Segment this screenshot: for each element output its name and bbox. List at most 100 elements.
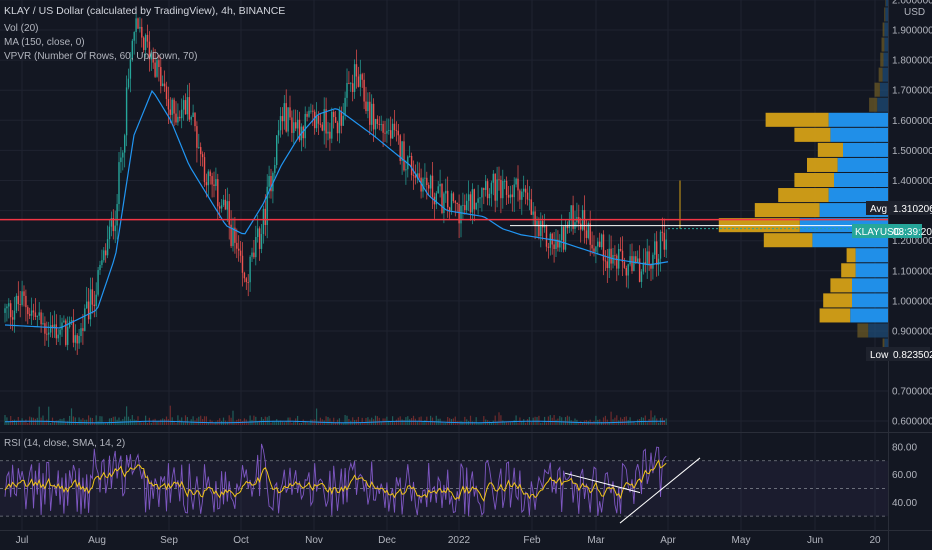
candle-body: [173, 99, 175, 114]
candle-body: [287, 107, 289, 132]
candle-body: [53, 324, 56, 328]
current-symbol: KLAYUSD: [855, 227, 901, 238]
vpvr-down-bar: [884, 338, 888, 353]
candle-body: [464, 205, 466, 211]
volume-bar: [308, 422, 310, 425]
volume-bar: [124, 416, 126, 425]
volume-bar: [127, 416, 130, 425]
candle-body: [38, 312, 40, 316]
candle-body: [562, 226, 565, 250]
candle-body: [42, 323, 44, 325]
volume-bar: [555, 419, 557, 425]
vpvr-indicator-label[interactable]: VPVR (Number Of Rows, 60, Up/Down, 70): [4, 51, 197, 62]
candle-body: [361, 74, 363, 80]
candle-body: [238, 248, 240, 251]
candle-body: [27, 307, 29, 315]
volume-bar: [278, 421, 280, 425]
volume-bar: [635, 422, 637, 425]
candle-body: [498, 179, 500, 181]
candle-body: [623, 262, 626, 268]
vpvr-up-bar: [817, 142, 843, 157]
candle-body: [281, 116, 284, 122]
rsi-indicator-label[interactable]: RSI (14, close, SMA, 14, 2): [4, 438, 125, 449]
volume-bar: [34, 418, 36, 425]
lines-layer: [0, 218, 888, 230]
candle-body: [295, 122, 297, 129]
price-tick-label: 0.60000000: [892, 417, 932, 428]
volume-bar: [380, 422, 382, 425]
volume-bar: [374, 415, 377, 425]
candle-body: [179, 116, 181, 119]
volume-bar: [344, 415, 346, 425]
candle-body: [314, 111, 316, 129]
candle-body: [51, 325, 54, 328]
volume-bar: [447, 416, 449, 425]
chart-title: KLAY / US Dollar (calculated by TradingV…: [4, 5, 285, 17]
candle-body: [450, 193, 453, 211]
time-tick-label: Apr: [660, 535, 676, 546]
candle-body: [30, 310, 33, 316]
candle-body: [559, 240, 561, 248]
volume-bar: [70, 408, 73, 425]
volume-bar: [424, 420, 426, 425]
volume-bar: [561, 417, 563, 425]
candle-body: [110, 218, 113, 227]
candle-body: [350, 83, 352, 85]
candle-body: [55, 324, 57, 339]
candle-body: [200, 147, 202, 155]
candle-body: [355, 64, 358, 77]
volume-bar: [430, 415, 432, 425]
volume-bar: [648, 418, 650, 425]
candle-body: [502, 180, 504, 199]
candle-body: [61, 322, 63, 330]
grid-layer: [0, 0, 888, 530]
candle-body: [353, 64, 356, 92]
candle-body: [410, 156, 413, 176]
candle-body: [424, 177, 426, 179]
candle-body: [116, 204, 118, 226]
volume-bar: [540, 422, 542, 425]
candle-body: [333, 111, 335, 118]
candle-body: [384, 132, 386, 134]
avg-value: 1.31020669: [893, 204, 932, 215]
time-tick-label: 20: [869, 535, 881, 546]
candle-body: [293, 122, 295, 133]
candle-body: [416, 173, 418, 178]
volume-bar: [302, 419, 304, 425]
vpvr-down-bar: [885, 7, 888, 22]
volume-bar: [435, 415, 437, 425]
volume-bar: [78, 417, 80, 425]
candle-body: [266, 186, 268, 225]
candle-body: [46, 333, 48, 335]
volume-bar: [44, 420, 46, 425]
candle-body: [568, 220, 570, 229]
candle-body: [443, 193, 445, 214]
vpvr-up-bar: [878, 67, 883, 82]
candle-body: [158, 60, 160, 68]
candle-body: [471, 189, 474, 213]
candle-body: [473, 189, 475, 210]
candle-body: [289, 107, 291, 118]
volume-bar: [481, 422, 483, 425]
vpvr-up-bar: [846, 248, 856, 263]
vol-indicator-label[interactable]: Vol (20): [4, 23, 38, 34]
volume-bar: [392, 416, 394, 425]
volume-bar: [388, 420, 390, 425]
ma-indicator-label[interactable]: MA (150, close, 0): [4, 37, 85, 48]
candle-body: [545, 224, 548, 247]
volume-bar: [416, 421, 418, 425]
candle-body: [542, 220, 544, 228]
candle-body: [467, 194, 470, 201]
candle-body: [70, 320, 73, 322]
candle-body: [481, 188, 483, 198]
volume-bar: [525, 422, 527, 425]
candle-body: [169, 109, 171, 115]
volume-bar: [327, 417, 329, 425]
volume-bar: [654, 415, 656, 425]
candle-body: [13, 310, 16, 320]
time-tick-label: May: [732, 535, 751, 546]
candle-body: [610, 248, 612, 264]
candle-body: [369, 101, 371, 125]
candle-body: [435, 193, 437, 205]
